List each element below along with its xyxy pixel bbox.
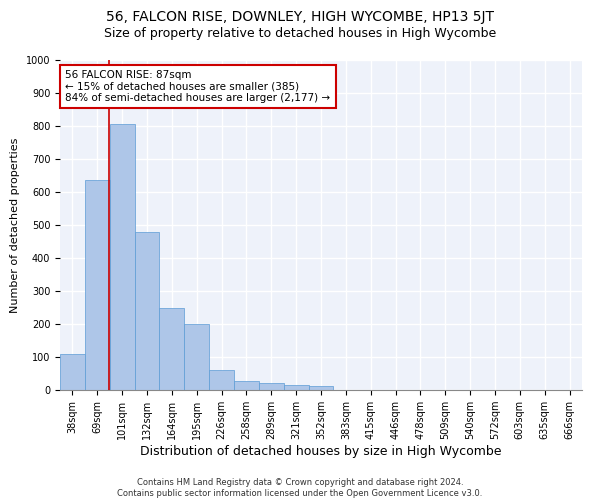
Text: Contains HM Land Registry data © Crown copyright and database right 2024.
Contai: Contains HM Land Registry data © Crown c… (118, 478, 482, 498)
Text: 56 FALCON RISE: 87sqm
← 15% of detached houses are smaller (385)
84% of semi-det: 56 FALCON RISE: 87sqm ← 15% of detached … (65, 70, 331, 103)
Bar (284, 386, 308, 390)
X-axis label: Distribution of detached houses by size in High Wycombe: Distribution of detached houses by size … (140, 445, 502, 458)
Bar (209, 370, 234, 390)
Y-axis label: Number of detached properties: Number of detached properties (10, 138, 20, 312)
Text: Size of property relative to detached houses in High Wycombe: Size of property relative to detached ho… (104, 28, 496, 40)
Bar (110, 124, 134, 390)
Bar (85, 180, 110, 390)
Bar (184, 324, 209, 390)
Bar (60, 354, 85, 390)
Bar (259, 384, 284, 390)
Bar (234, 381, 259, 390)
Bar (308, 386, 334, 390)
Bar (134, 232, 160, 390)
Text: 56, FALCON RISE, DOWNLEY, HIGH WYCOMBE, HP13 5JT: 56, FALCON RISE, DOWNLEY, HIGH WYCOMBE, … (106, 10, 494, 24)
Bar (160, 308, 184, 390)
